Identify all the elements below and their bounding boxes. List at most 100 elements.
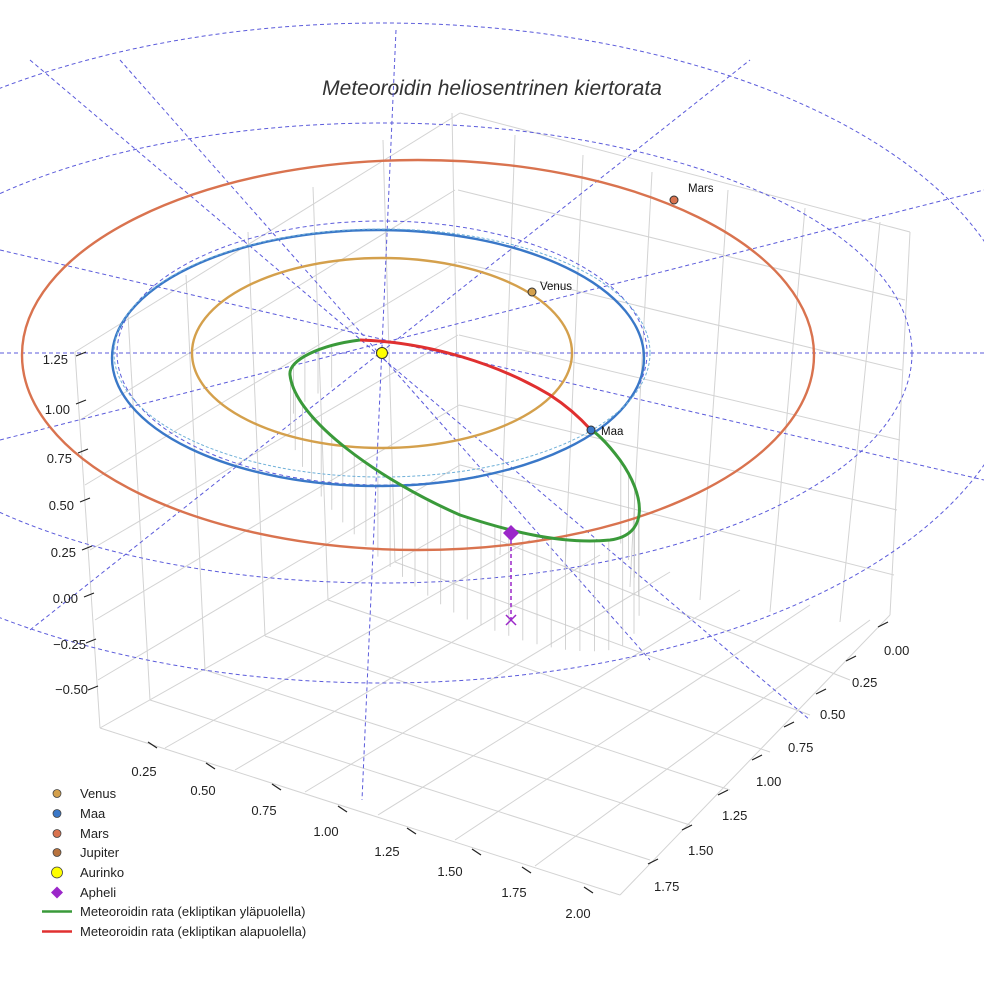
legend-label: Meteoroidin rata (ekliptikan yläpuolella…: [80, 904, 306, 920]
tick-mark: [75, 351, 87, 357]
x-tick-label: 0.25: [131, 764, 156, 779]
z-tick-label: 0.75: [47, 451, 72, 466]
earth-marker: [586, 425, 596, 435]
legend-label: Mars: [80, 825, 109, 841]
legend-item-orbit-above: Meteoroidin rata (ekliptikan yläpuolella…: [34, 902, 306, 922]
mars-orbit: [20, 158, 816, 552]
sun-icon: [34, 863, 80, 882]
grid-line: [451, 112, 461, 526]
x-tick-label: 1.25: [374, 844, 399, 859]
venus-marker: [527, 287, 537, 297]
tick-mark: [147, 741, 158, 749]
reference-ray: [361, 29, 397, 801]
grid-line: [127, 314, 151, 701]
z-tick-label: 1.25: [43, 352, 68, 367]
tick-mark: [75, 399, 87, 405]
diamond-icon: [34, 883, 80, 902]
reference-ray: [119, 59, 651, 661]
tick-mark: [81, 545, 93, 551]
tick-mark: [79, 497, 91, 503]
legend-label: Maa: [80, 806, 106, 822]
line-icon: [34, 922, 80, 941]
grid-line: [234, 554, 601, 771]
grid-line: [99, 524, 461, 729]
grid-line: [84, 261, 458, 486]
grid-line: [149, 699, 651, 861]
grid-line: [459, 464, 895, 576]
legend-item-maa: Maa: [34, 804, 306, 824]
legend-label: Aurinko: [80, 865, 125, 881]
legend-item-aurinko: Aurinko: [34, 863, 306, 883]
tick-mark: [87, 685, 99, 691]
ecliptic-reference-lines: [0, 22, 984, 801]
grid-line: [327, 599, 771, 753]
legend-label: Meteoroidin rata (ekliptikan alapuolella…: [80, 924, 307, 940]
grid-line: [619, 614, 891, 896]
z-axis-labels: 1.25 1.00 0.75 0.50 0.25 0.00 −0.25 −0.5…: [43, 352, 88, 697]
grid-line: [534, 619, 871, 867]
legend-item-venus: Venus: [34, 784, 306, 804]
grid-line: [264, 635, 731, 791]
grid-line: [394, 561, 811, 716]
tick-mark: [406, 827, 417, 835]
tick-mark: [77, 448, 89, 454]
x-tick-label: 0.50: [190, 783, 215, 798]
chart-title: Meteoroidin heliosentrinen kiertorata: [322, 77, 662, 100]
grid-line: [457, 189, 906, 301]
earth-orbit: [110, 228, 646, 488]
grid-line: [457, 261, 903, 371]
tick-mark: [815, 688, 827, 695]
grid-line: [94, 404, 460, 621]
grid-line: [247, 231, 266, 637]
z-tick-label: 0.25: [51, 545, 76, 560]
y-tick-label: 0.25: [852, 675, 877, 690]
orbit-drop-lines: [290, 345, 640, 652]
x-tick-label: 1.00: [313, 824, 338, 839]
grid-line: [382, 139, 396, 563]
grid-line: [499, 134, 516, 556]
grid-line: [458, 404, 898, 511]
legend-item-mars: Mars: [34, 823, 306, 843]
grid-line: [304, 571, 671, 793]
grid-line: [89, 334, 459, 551]
legend-label: Apheli: [80, 884, 117, 900]
legend-label: Jupiter: [80, 845, 120, 861]
grid-line: [459, 112, 911, 233]
grid-line: [839, 221, 881, 623]
aphelion-marker: [503, 525, 519, 541]
reference-ray: [0, 189, 984, 441]
y-tick-label: 0.75: [788, 740, 813, 755]
tick-mark: [783, 721, 795, 728]
tick-mark: [717, 789, 729, 796]
tick-mark: [337, 805, 348, 813]
mars-label: Mars: [688, 183, 714, 195]
tick-mark: [681, 824, 693, 831]
grid-line: [97, 464, 461, 681]
grid-line: [459, 524, 851, 681]
z-axis-ticks: [75, 351, 99, 691]
z-tick-label: −0.50: [55, 682, 88, 697]
grid-line: [204, 669, 691, 826]
z-tick-label: 0.00: [53, 591, 78, 606]
legend-item-jupiter: Jupiter: [34, 843, 306, 863]
grid-line: [74, 351, 101, 729]
tick-mark: [521, 866, 532, 874]
x-tick-label: 2.00: [565, 906, 590, 921]
y-tick-label: 1.50: [688, 843, 713, 858]
sun-marker: [376, 347, 388, 359]
x-axis-labels: 0.25 0.50 0.75 1.00 1.25 1.50 1.75 2.00: [131, 764, 590, 921]
grid-line: [377, 589, 741, 816]
grid-line: [454, 604, 811, 841]
tick-mark: [271, 783, 282, 791]
tick-mark: [751, 754, 763, 761]
meteoroid-orbit-below: [359, 338, 593, 432]
dot-icon: [34, 824, 80, 843]
y-axis-labels: 0.00 0.25 0.50 0.75 1.00 1.25 1.50 1.75: [654, 643, 909, 894]
x-tick-label: 1.50: [437, 864, 462, 879]
dot-icon: [34, 804, 80, 823]
tick-mark: [583, 886, 594, 894]
grid-line: [699, 189, 729, 601]
legend-item-orbit-below: Meteoroidin rata (ekliptikan alapuolella…: [34, 922, 306, 942]
y-tick-label: 1.75: [654, 879, 679, 894]
